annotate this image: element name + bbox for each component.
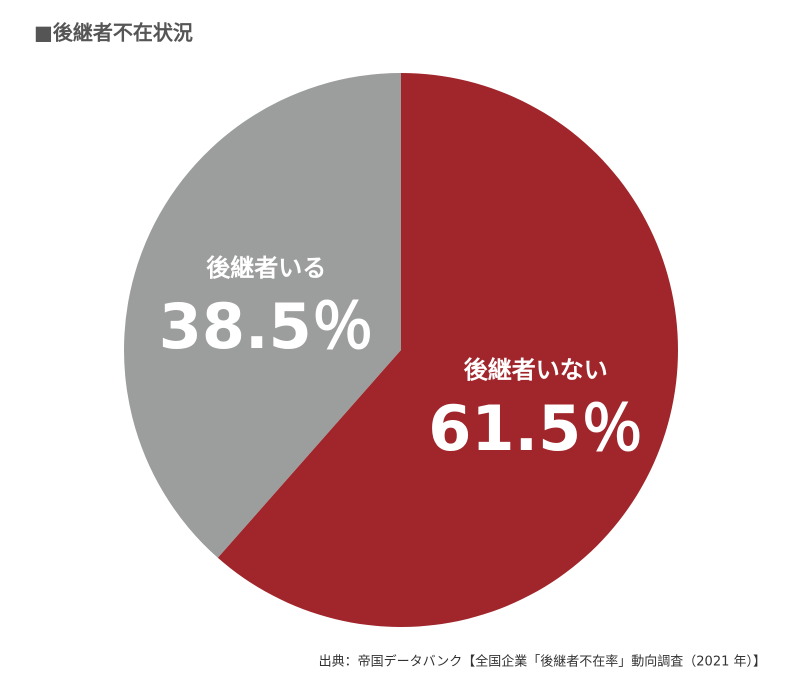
pie-slice [217, 73, 678, 627]
value-label: 38.5％ [159, 290, 374, 363]
chart-title: ■後継者不在状況 [34, 21, 193, 45]
value-label: 61.5％ [428, 392, 643, 465]
pie-slice [124, 73, 401, 558]
slice-label: 後継者いない [464, 356, 608, 384]
source-note: 出典：帝国データバンク【全国企業「後継者不在率」動向調査（2021 年）】 [319, 654, 766, 670]
slice-label: 後継者いる [206, 254, 326, 282]
